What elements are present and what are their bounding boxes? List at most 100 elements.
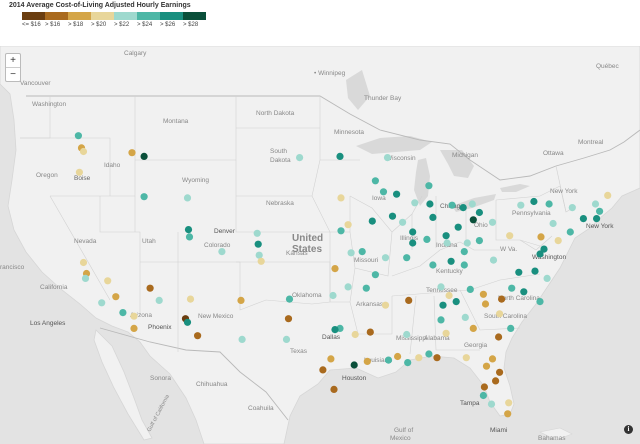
city-marker[interactable] bbox=[593, 215, 601, 223]
city-marker[interactable] bbox=[425, 350, 433, 358]
city-marker[interactable] bbox=[517, 201, 525, 209]
city-marker[interactable] bbox=[371, 177, 379, 185]
city-marker[interactable] bbox=[184, 226, 193, 234]
city-marker[interactable] bbox=[429, 213, 437, 221]
city-marker[interactable] bbox=[285, 295, 294, 303]
city-marker[interactable] bbox=[358, 248, 366, 256]
city-marker[interactable] bbox=[388, 212, 397, 220]
city-marker[interactable] bbox=[238, 335, 246, 343]
city-marker[interactable] bbox=[130, 324, 138, 332]
city-marker[interactable] bbox=[507, 324, 515, 332]
city-marker[interactable] bbox=[344, 283, 352, 291]
city-marker[interactable] bbox=[492, 377, 500, 385]
city-marker[interactable] bbox=[319, 366, 327, 374]
city-marker[interactable] bbox=[530, 197, 538, 206]
city-marker[interactable] bbox=[479, 290, 487, 298]
city-marker[interactable] bbox=[366, 328, 374, 336]
city-marker[interactable] bbox=[423, 235, 431, 243]
city-marker[interactable] bbox=[505, 399, 513, 407]
map-canvas[interactable]: Calgary • Winnipeg Québec Vancouver Thun… bbox=[0, 46, 640, 444]
city-marker[interactable] bbox=[104, 277, 112, 285]
city-marker[interactable] bbox=[537, 233, 545, 241]
city-marker[interactable] bbox=[459, 204, 467, 212]
city-marker[interactable] bbox=[442, 232, 450, 240]
city-marker[interactable] bbox=[362, 284, 370, 292]
city-marker[interactable] bbox=[429, 261, 437, 269]
city-marker[interactable] bbox=[504, 410, 512, 418]
city-marker[interactable] bbox=[403, 254, 411, 262]
city-marker[interactable] bbox=[496, 310, 504, 318]
city-marker[interactable] bbox=[543, 274, 551, 282]
city-marker[interactable] bbox=[443, 239, 451, 247]
city-marker[interactable] bbox=[469, 216, 477, 224]
city-marker[interactable] bbox=[463, 239, 471, 247]
city-marker[interactable] bbox=[437, 316, 445, 324]
zoom-in-button[interactable]: + bbox=[6, 54, 20, 68]
city-marker[interactable] bbox=[183, 194, 192, 202]
city-marker[interactable] bbox=[411, 199, 419, 207]
city-marker[interactable] bbox=[112, 293, 120, 301]
city-marker[interactable] bbox=[194, 332, 202, 340]
city-marker[interactable] bbox=[488, 355, 497, 363]
city-marker[interactable] bbox=[351, 330, 359, 339]
city-marker[interactable] bbox=[549, 219, 557, 228]
city-marker[interactable] bbox=[394, 352, 402, 361]
city-marker[interactable] bbox=[253, 229, 261, 237]
city-marker[interactable] bbox=[399, 218, 407, 226]
city-marker[interactable] bbox=[337, 194, 345, 202]
city-marker[interactable] bbox=[381, 301, 390, 309]
map-svg[interactable]: Calgary • Winnipeg Québec Vancouver Thun… bbox=[0, 46, 640, 444]
city-marker[interactable] bbox=[79, 258, 88, 267]
city-marker[interactable] bbox=[579, 215, 588, 223]
city-marker[interactable] bbox=[393, 190, 401, 198]
city-marker[interactable] bbox=[520, 288, 528, 296]
city-marker[interactable] bbox=[454, 223, 462, 231]
city-marker[interactable] bbox=[495, 333, 503, 341]
city-marker[interactable] bbox=[445, 291, 453, 300]
city-marker[interactable] bbox=[409, 228, 417, 236]
city-marker[interactable] bbox=[447, 257, 455, 265]
city-marker[interactable] bbox=[460, 261, 468, 269]
city-marker[interactable] bbox=[426, 200, 434, 208]
city-marker[interactable] bbox=[461, 313, 469, 321]
city-marker[interactable] bbox=[130, 312, 138, 320]
city-marker[interactable] bbox=[284, 315, 293, 323]
city-marker[interactable] bbox=[475, 237, 483, 245]
city-marker[interactable] bbox=[536, 250, 544, 258]
city-marker[interactable] bbox=[185, 233, 194, 241]
city-marker[interactable] bbox=[257, 257, 265, 265]
city-marker[interactable] bbox=[347, 249, 355, 257]
city-marker[interactable] bbox=[604, 191, 612, 199]
city-marker[interactable] bbox=[350, 361, 358, 369]
city-marker[interactable] bbox=[462, 354, 470, 362]
city-marker[interactable] bbox=[506, 232, 514, 240]
info-icon[interactable]: i bbox=[624, 425, 633, 434]
city-marker[interactable] bbox=[330, 385, 338, 393]
city-marker[interactable] bbox=[296, 154, 304, 162]
city-marker[interactable] bbox=[545, 200, 553, 208]
city-marker[interactable] bbox=[480, 383, 488, 391]
city-marker[interactable] bbox=[384, 356, 393, 364]
city-marker[interactable] bbox=[155, 296, 163, 304]
city-marker[interactable] bbox=[344, 221, 352, 229]
city-marker[interactable] bbox=[255, 251, 263, 259]
city-marker[interactable] bbox=[466, 285, 474, 293]
city-marker[interactable] bbox=[74, 132, 82, 140]
city-marker[interactable] bbox=[146, 284, 154, 292]
city-marker[interactable] bbox=[337, 227, 345, 235]
city-marker[interactable] bbox=[442, 329, 450, 337]
zoom-out-button[interactable]: − bbox=[10, 69, 16, 80]
city-marker[interactable] bbox=[508, 284, 516, 292]
city-marker[interactable] bbox=[540, 245, 548, 253]
city-marker[interactable] bbox=[468, 200, 476, 208]
city-marker[interactable] bbox=[404, 359, 412, 367]
city-marker[interactable] bbox=[489, 256, 498, 264]
city-marker[interactable] bbox=[237, 296, 245, 304]
city-marker[interactable] bbox=[329, 291, 337, 300]
city-marker[interactable] bbox=[79, 147, 88, 156]
city-marker[interactable] bbox=[515, 268, 523, 276]
city-marker[interactable] bbox=[381, 254, 390, 262]
city-marker[interactable] bbox=[591, 200, 600, 208]
city-marker[interactable] bbox=[496, 368, 504, 376]
city-marker[interactable] bbox=[75, 168, 83, 176]
